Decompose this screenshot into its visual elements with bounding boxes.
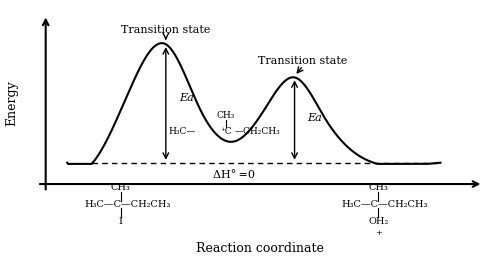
Text: CH₃: CH₃: [368, 183, 388, 192]
Text: ⁺C: ⁺C: [220, 127, 232, 136]
Text: +: +: [375, 229, 382, 237]
Text: Ea: Ea: [307, 113, 322, 123]
Text: H₃C—C—CH₂CH₃: H₃C—C—CH₂CH₃: [84, 200, 171, 209]
Text: Reaction coordinate: Reaction coordinate: [196, 241, 324, 254]
Text: I: I: [119, 217, 123, 226]
Text: H₃C—: H₃C—: [169, 127, 196, 136]
Text: H₃C—C—CH₂CH₃: H₃C—C—CH₂CH₃: [342, 200, 428, 209]
Text: Transition state: Transition state: [258, 55, 348, 66]
Text: CH₃: CH₃: [111, 183, 131, 192]
Text: CH₃: CH₃: [217, 111, 235, 120]
Text: Ea: Ea: [179, 93, 194, 102]
Text: Energy: Energy: [5, 80, 18, 126]
Text: ΔH° =0: ΔH° =0: [214, 170, 255, 180]
Text: OH₂: OH₂: [368, 217, 388, 226]
Text: —CH₂CH₃: —CH₂CH₃: [235, 127, 280, 136]
Text: Transition state: Transition state: [121, 25, 211, 35]
